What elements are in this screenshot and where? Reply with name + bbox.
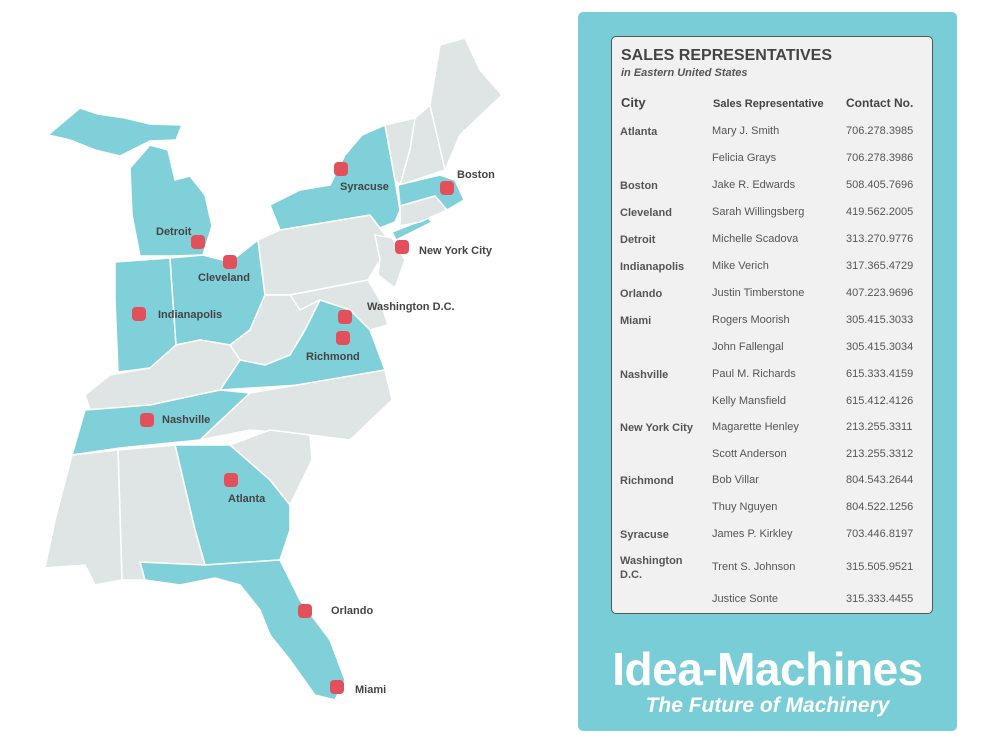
header-city: City [621,95,646,110]
cell-contact: 703.446.8197 [846,528,914,540]
city-label: Cleveland [198,272,250,284]
city-marker[interactable] [440,181,454,195]
cell-city: Orlando [620,288,663,300]
city-marker[interactable] [330,680,344,694]
cell-rep: Michelle Scadova [712,233,799,245]
city-label: Orlando [331,605,373,617]
state-north-carolina [199,369,393,441]
cell-city: Washington D.C. [620,555,683,581]
cell-rep: Trent S. Johnson [712,561,796,573]
table-title: SALES REPRESENTATIVES [621,47,832,64]
state-maine [429,37,503,171]
cell-contact: 315.333.4455 [846,593,914,605]
cell-rep: Mike Verich [712,260,769,272]
cell-city: Syracuse [620,529,669,541]
cell-city: Indianapolis [620,261,685,273]
cell-rep: Scott Anderson [712,448,787,460]
city-label: Nashville [162,414,210,426]
city-marker[interactable] [132,307,146,321]
city-label: Washington D.C. [367,301,455,313]
state-new-york [269,124,401,231]
state-mississippi [44,449,123,586]
city-marker[interactable] [224,473,238,487]
state-michigan [129,144,213,257]
cell-city: New York City [620,422,693,434]
city-marker[interactable] [334,162,348,176]
brand-name: Idea-Machines [612,643,923,695]
cell-rep: Sarah Willingsberg [712,206,805,218]
cell-contact: 213.255.3312 [846,448,914,460]
sales-panel: SALES REPRESENTATIVES in Eastern United … [578,12,957,731]
city-label: Richmond [306,351,360,363]
cell-contact: 804.522.1256 [846,501,914,513]
city-label: Boston [457,169,495,181]
cell-rep: Paul M. Richards [712,368,796,380]
cell-contact: 305.415.3034 [846,341,914,353]
cell-city: Richmond [620,475,674,487]
city-marker[interactable] [223,255,237,269]
table-subtitle: in Eastern United States [621,67,748,79]
cell-rep: Justice Sonte [712,593,779,605]
city-label: Miami [355,684,386,696]
cell-contact: 407.223.9696 [846,287,914,299]
cell-rep: John Fallengal [712,341,784,353]
eastern-us-map: Syracuse Boston Detroit Cleveland New Yo… [44,37,503,701]
cell-rep: Kelly Mansfield [712,395,786,407]
cell-contact: 615.412.4126 [846,395,914,407]
city-label: Atlanta [228,493,266,505]
cell-rep: Felicia Grays [712,152,777,164]
city-marker[interactable] [338,310,352,324]
city-marker[interactable] [191,235,205,249]
city-marker[interactable] [336,331,350,345]
cell-city: Cleveland [620,207,672,219]
brand-tagline: The Future of Machinery [645,694,890,717]
cell-contact: 508.405.7696 [846,179,914,191]
cell-rep: James P. Kirkley [712,528,793,540]
city-marker[interactable] [298,604,312,618]
cell-rep: Magarette Henley [712,421,799,433]
city-label: Syracuse [340,181,389,193]
state-florida [139,559,346,701]
cell-contact: 305.415.3033 [846,314,914,326]
cell-city: Nashville [620,369,669,381]
cell-rep: Rogers Moorish [712,314,790,326]
cell-rep: Thuy Nguyen [712,501,778,513]
cell-contact: 313.270.9776 [846,233,914,245]
cell-city: Detroit [620,234,656,246]
header-rep: Sales Representative [713,98,824,110]
cell-contact: 315.505.9521 [846,561,914,573]
cell-contact: 317.365.4729 [846,260,914,272]
city-label: Indianapolis [158,309,222,321]
header-contact: Contact No. [846,96,914,110]
cell-rep: Mary J. Smith [712,125,780,137]
cell-rep: Justin Timberstone [712,287,805,299]
city-label: New York City [419,245,493,257]
cell-contact: 419.562.2005 [846,206,914,218]
state-new-hampshire [399,104,446,186]
cell-rep: Jake R. Edwards [712,179,796,191]
cell-city: Miami [620,315,652,327]
cell-contact: 804.543.2644 [846,474,914,486]
state-connecticut-ri [399,195,448,227]
cell-contact: 706.278.3986 [846,152,914,164]
cell-contact: 706.278.3985 [846,125,914,137]
city-marker[interactable] [140,413,154,427]
cell-city: Atlanta [620,126,658,138]
cell-contact: 213.255.3311 [846,421,913,433]
city-marker[interactable] [395,240,409,254]
cell-city: Boston [620,180,658,192]
state-michigan-upper [47,107,183,157]
cell-contact: 615.333.4159 [846,368,914,380]
cell-rep: Bob Villar [712,474,759,486]
sales-rep-table: SALES REPRESENTATIVES in Eastern United … [611,36,933,614]
city-label: Detroit [156,226,192,238]
